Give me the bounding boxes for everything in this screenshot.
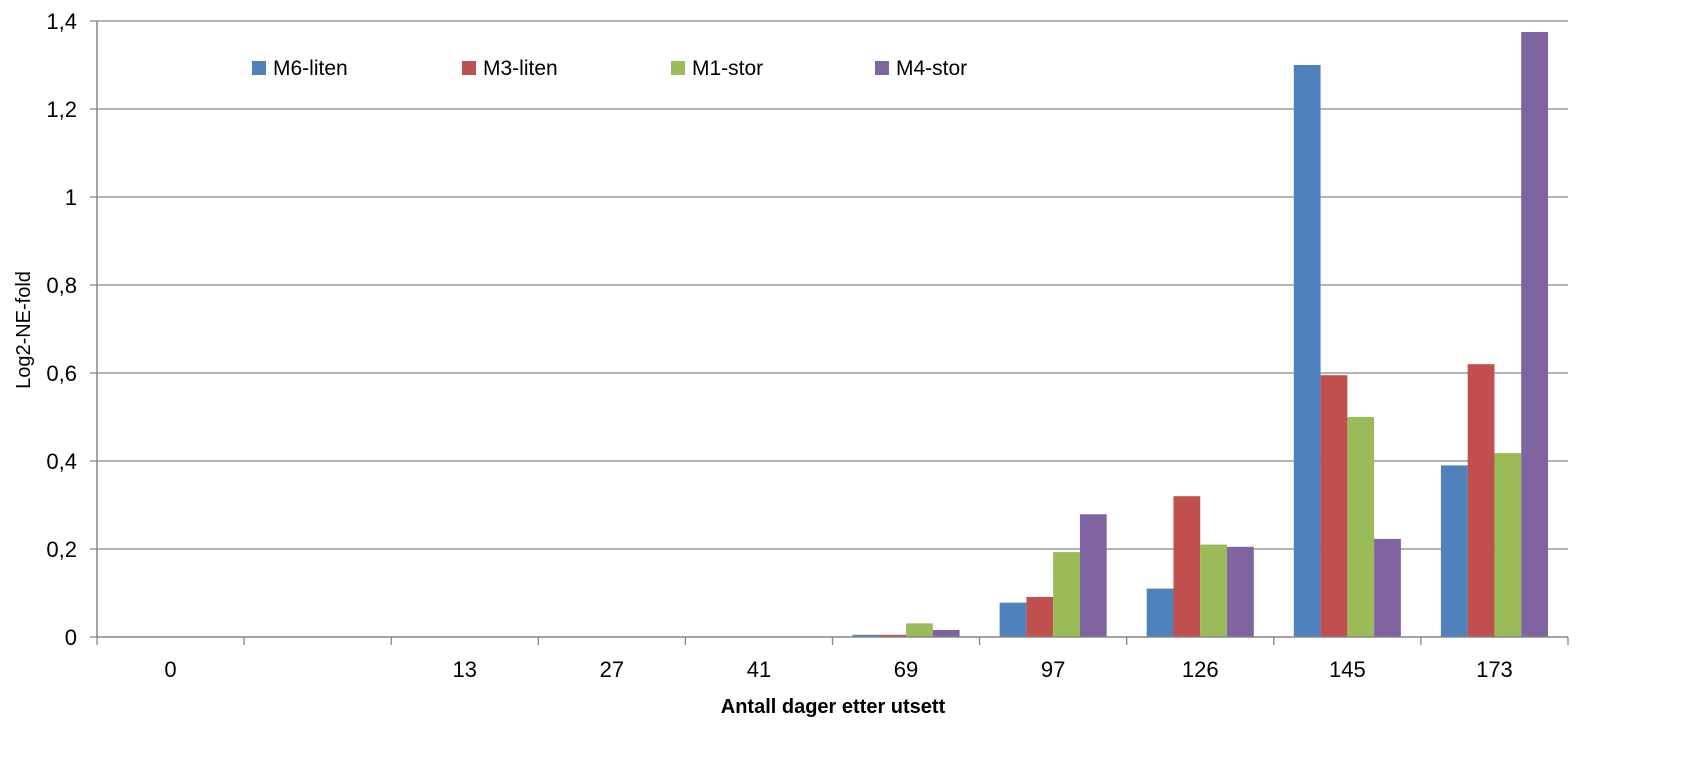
x-tick-label: 126: [1182, 657, 1219, 682]
bar: [1374, 538, 1401, 637]
bar: [1467, 364, 1495, 637]
bar: [1320, 375, 1348, 637]
bar: [1521, 32, 1548, 637]
legend-swatch: [875, 61, 889, 75]
y-tick-label: 0,2: [46, 537, 77, 562]
bar: [1053, 552, 1080, 637]
bar: [1347, 417, 1375, 637]
x-tick-label: 13: [453, 657, 477, 682]
bar: [1146, 588, 1174, 637]
y-tick-label: 1,4: [46, 9, 77, 34]
bar: [879, 634, 907, 637]
x-tick-labels: 0 13 27 41 69 97 126 145 173: [164, 657, 1512, 682]
legend-label: M4-stor: [896, 57, 967, 80]
x-tick-label: 145: [1329, 657, 1366, 682]
bar: [932, 629, 960, 637]
y-tick-label: 1: [65, 185, 77, 210]
legend-swatch: [462, 61, 476, 75]
legend-swatch: [252, 61, 266, 75]
bar: [1293, 65, 1321, 637]
x-tick-label: 41: [747, 657, 771, 682]
y-tick-label: 1,2: [46, 97, 77, 122]
bars: [852, 32, 1548, 637]
x-tick-label: 27: [600, 657, 624, 682]
bar: [852, 634, 880, 637]
y-tick-label: 0,8: [46, 273, 77, 298]
bar: [1494, 453, 1522, 637]
y-tick-label: 0,4: [46, 449, 77, 474]
y-tick-labels: 0 0,2 0,4 0,6 0,8 1 1,2 1,4: [46, 9, 77, 650]
bar: [906, 623, 933, 637]
legend-label: M6-liten: [273, 57, 348, 80]
legend-label: M3-liten: [483, 57, 558, 80]
bar: [999, 602, 1027, 637]
x-axis-title: Antall dager etter utsett: [721, 696, 946, 718]
bar: [1200, 544, 1228, 637]
bar: [1026, 596, 1054, 637]
bar: [1227, 546, 1254, 637]
axes: [96, 21, 1568, 638]
bar: [1079, 514, 1107, 637]
bar: [1173, 496, 1201, 637]
x-tick-label: 69: [894, 657, 918, 682]
bar: [1440, 465, 1468, 637]
legend-swatch: [671, 61, 685, 75]
x-tick-label: 0: [164, 657, 176, 682]
y-tick-label: 0: [65, 625, 77, 650]
x-tick-label: 173: [1476, 657, 1513, 682]
y-tick-label: 0,6: [46, 361, 77, 386]
x-tick-label: 97: [1041, 657, 1065, 682]
legend: M6-liten M3-liten M1-stor M4-stor: [252, 57, 967, 80]
y-axis-title: Log2-NE-fold: [13, 271, 35, 389]
gridlines: [90, 20, 1569, 645]
legend-label: M1-stor: [692, 57, 763, 80]
